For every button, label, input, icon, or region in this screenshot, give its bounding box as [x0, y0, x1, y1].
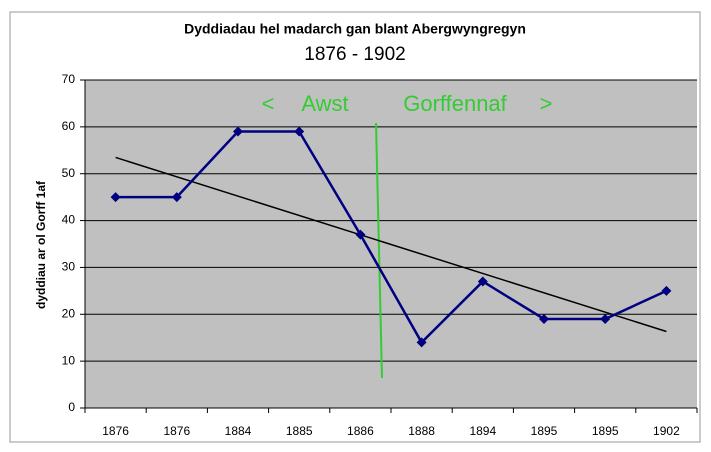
- data-point: [661, 285, 672, 296]
- x-tick-label: 1876: [163, 424, 190, 438]
- series-line: [115, 130, 667, 345]
- chart-title: Dyddiadau hel madarch gan blant Abergwyn…: [184, 21, 526, 37]
- data-point: [600, 313, 611, 324]
- data-point: [355, 229, 366, 240]
- x-tick-label: 1886: [347, 424, 374, 438]
- x-tick-label: 1894: [469, 424, 496, 438]
- y-tick-label: 60: [62, 119, 76, 133]
- divider-line: [375, 122, 383, 379]
- y-tick-label: 30: [62, 260, 76, 274]
- x-tick-label: 1895: [531, 424, 558, 438]
- data-point: [539, 313, 549, 324]
- x-tick-label: 1895: [592, 424, 619, 438]
- annotation: <: [262, 91, 275, 116]
- y-tick-label: 0: [68, 400, 75, 414]
- x-tick-label: 1888: [408, 424, 435, 438]
- y-tick-label: 40: [62, 213, 76, 227]
- data-point: [233, 126, 243, 137]
- x-tick-label: 1885: [286, 424, 313, 438]
- y-tick-label: 50: [62, 166, 76, 180]
- data-point: [416, 337, 427, 348]
- data-point: [171, 192, 182, 203]
- x-tick-label: 1902: [653, 424, 680, 438]
- data-point: [294, 126, 305, 137]
- annotation: Awst: [301, 91, 348, 116]
- annotation: Gorffennaf: [403, 91, 507, 116]
- trend-line: [115, 156, 667, 333]
- data-point: [110, 192, 121, 203]
- data-point: [477, 276, 488, 287]
- y-tick-label: 10: [62, 353, 76, 367]
- y-tick-label: 70: [62, 72, 76, 86]
- x-tick-label: 1876: [102, 424, 129, 438]
- y-tick-label: 20: [62, 306, 76, 320]
- chart-subtitle: 1876 - 1902: [304, 44, 405, 65]
- annotation: >: [540, 91, 553, 116]
- y-axis-label: dyddiau ar ol Gorff 1af: [34, 180, 48, 309]
- x-tick-label: 1884: [225, 424, 252, 438]
